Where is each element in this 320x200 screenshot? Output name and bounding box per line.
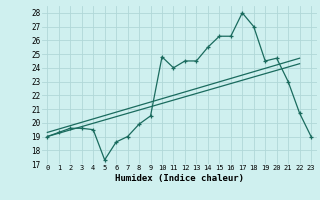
X-axis label: Humidex (Indice chaleur): Humidex (Indice chaleur) (115, 174, 244, 183)
